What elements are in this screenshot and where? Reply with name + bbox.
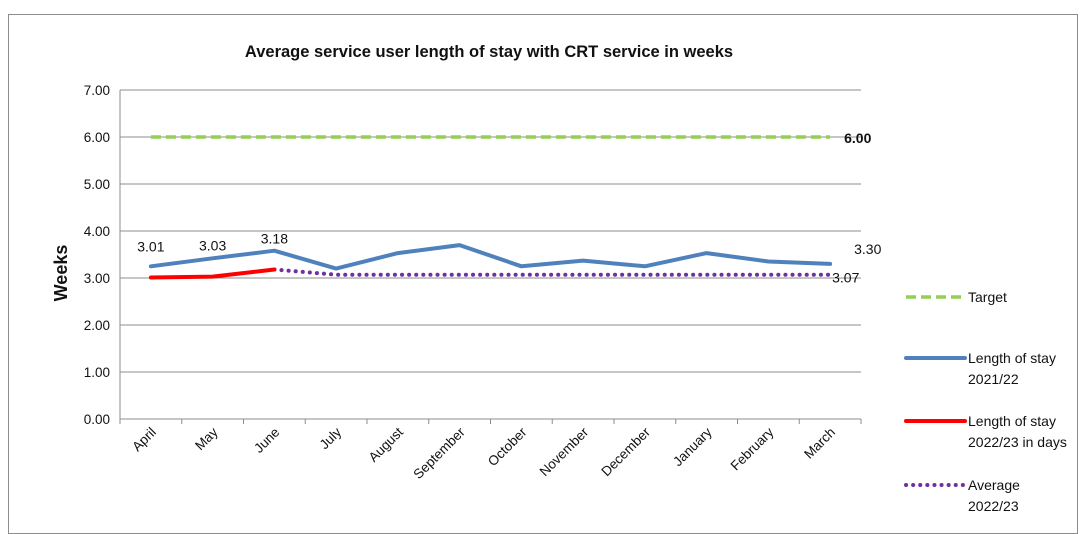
y-tick-label: 0.00 bbox=[84, 412, 110, 427]
series-line-2 bbox=[148, 267, 277, 280]
y-tick-label: 5.00 bbox=[84, 177, 110, 192]
legend-label: 2021/22 bbox=[968, 371, 1019, 387]
data-label: 3.18 bbox=[261, 231, 288, 247]
y-tick-label: 4.00 bbox=[84, 224, 110, 239]
data-label: 3.03 bbox=[199, 238, 226, 254]
x-tick-label: February bbox=[728, 424, 777, 473]
series-lines bbox=[148, 135, 833, 280]
y-tick-label: 3.00 bbox=[84, 271, 110, 286]
series-line-1 bbox=[148, 243, 833, 271]
data-label: 6.00 bbox=[844, 130, 871, 146]
data-labels: 3.01 3.03 3.18 6.00 3.30 3.07 bbox=[137, 130, 881, 286]
x-tick-label: August bbox=[366, 424, 407, 465]
legend-label: Average bbox=[968, 477, 1020, 493]
y-tick-label: 6.00 bbox=[84, 130, 110, 145]
x-tick-label: July bbox=[317, 424, 345, 452]
legend-label: Length of stay bbox=[968, 413, 1056, 429]
line-chart: Average service user length of stay with… bbox=[51, 43, 1067, 514]
x-tick-label: October bbox=[485, 424, 530, 469]
x-tick-label: December bbox=[598, 424, 653, 479]
y-tick-label: 7.00 bbox=[84, 83, 110, 98]
x-tick-label: April bbox=[129, 425, 159, 455]
y-tick-label: 1.00 bbox=[84, 365, 110, 380]
chart-frame: Average service user length of stay with… bbox=[8, 14, 1078, 534]
legend-label: 2022/23 bbox=[968, 498, 1019, 514]
tick-labels: 0.00 1.00 2.00 3.00 4.00 5.00 6.00 7.00 April May… bbox=[84, 83, 839, 482]
y-tick-label: 2.00 bbox=[84, 318, 110, 333]
legend: Target Length of stay 2021/22 Length of sta… bbox=[904, 289, 1067, 514]
x-tick-label: March bbox=[801, 425, 838, 462]
legend-label: Target bbox=[968, 289, 1007, 305]
legend-label: Length of stay bbox=[968, 350, 1056, 366]
data-label: 3.30 bbox=[854, 241, 881, 257]
x-tick-label: January bbox=[670, 424, 715, 469]
series-line-3 bbox=[272, 267, 833, 277]
legend-label: 2022/23 in days bbox=[968, 434, 1067, 450]
data-label: 3.07 bbox=[832, 270, 859, 286]
x-tick-label: June bbox=[251, 425, 282, 456]
x-tick-label: September bbox=[410, 424, 468, 482]
x-tick-label: May bbox=[192, 424, 221, 453]
data-label: 3.01 bbox=[137, 239, 164, 255]
x-tick-label: November bbox=[537, 424, 592, 479]
y-axis-label: Weeks bbox=[51, 245, 71, 302]
chart-title: Average service user length of stay with… bbox=[245, 43, 733, 61]
